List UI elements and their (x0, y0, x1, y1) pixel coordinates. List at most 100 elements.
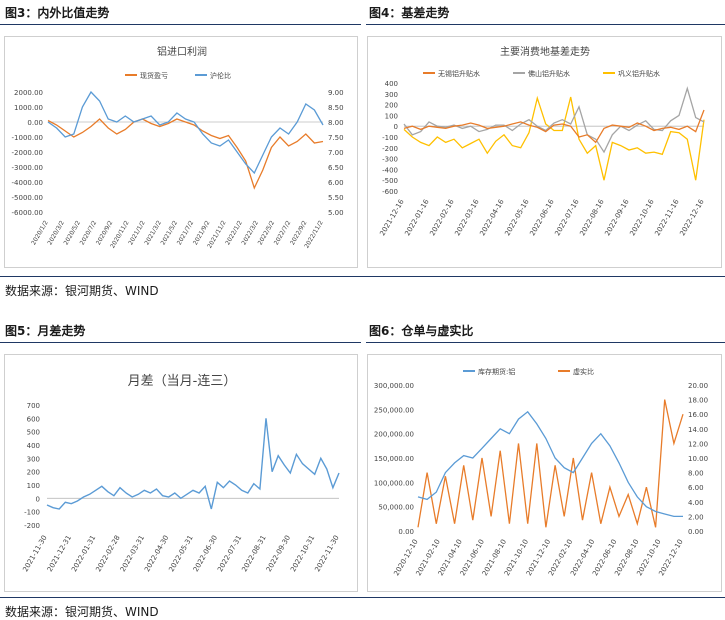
y-tick-label: 400 (27, 442, 40, 450)
y-tick-label-right: 2.00 (688, 513, 704, 521)
chart-fig5: 月差（当月-连三） 700 600 500 400 300 200 100 0 -100 -200 2… (4, 354, 358, 592)
x-tick-label: 2022-10-31 (289, 534, 316, 573)
legend-label: 无锡铝升贴水 (438, 69, 480, 78)
x-tick-label: 2022-12-16 (678, 198, 706, 238)
data-source-note: 数据来源：银河期货、WIND (5, 284, 159, 298)
legend-label: 现货盈亏 (140, 71, 168, 80)
series-line-virtual-real-ratio (417, 399, 684, 528)
y-tick-label-left: 200,000.00 (374, 431, 414, 439)
y-tick-label: 100 (27, 482, 40, 490)
y-tick-label: 300 (385, 91, 398, 99)
y-tick-label-right: 0.00 (688, 528, 704, 536)
chart-fig3: 铝进口利润 现货盈亏 沪伦比 2000.00 1000.00 0.00 -1000.00 -2… (4, 36, 358, 268)
x-tick-label: 2022-07-31 (216, 534, 243, 573)
chart-fig6: 库存期货:铝 虚实比 300,000.00 250,000.00 200,000.00 1… (367, 354, 722, 592)
x-tick-label: 2022-08-16 (578, 198, 606, 238)
series-line-gongyi-basis (403, 95, 705, 181)
y-tick-label: -600 (382, 188, 398, 196)
source-rule (0, 597, 725, 598)
y-tick-label-right: 7.00 (328, 149, 344, 157)
x-tick-label: 2022-08-31 (240, 534, 267, 573)
chart-title: 铝进口利润 (157, 45, 207, 58)
y-tick-label: 200 (385, 102, 398, 110)
y-tick-label-right: 8.00 (688, 470, 704, 478)
data-source-note: 数据来源：银河期货、WIND (5, 605, 159, 619)
section-title-fig4: 图4：基差走势 (369, 6, 450, 20)
legend-label: 沪伦比 (210, 71, 231, 80)
y-tick-label: 0 (36, 495, 40, 503)
y-tick-label-right: 6.00 (328, 179, 344, 187)
y-tick-label-left: 50,000.00 (378, 504, 414, 512)
y-tick-label-right: 6.50 (328, 164, 344, 172)
y-tick-label-right: 16.00 (688, 411, 708, 419)
y-tick-label-left: 1000.00 (14, 104, 43, 112)
x-tick-label: 2022-10-16 (628, 198, 656, 238)
y-tick-label: -400 (382, 166, 398, 174)
series-line-month-spread (46, 418, 340, 510)
title-rule (366, 24, 725, 25)
y-tick-label-right: 5.50 (328, 194, 344, 202)
x-tick-label: 2022-05-16 (503, 198, 531, 238)
y-tick-label-left: -4000.00 (12, 179, 43, 187)
x-tick-label: 2022-01-31 (70, 534, 97, 573)
y-tick-label: -300 (382, 156, 398, 164)
series-line-warrant-stock (417, 410, 683, 518)
y-tick-label: -200 (382, 145, 398, 153)
y-tick-label: 100 (385, 112, 398, 120)
legend-label: 巩义铝升贴水 (618, 69, 660, 78)
y-tick-label-right: 4.00 (688, 499, 704, 507)
y-tick-label-right: 8.50 (328, 104, 344, 112)
y-tick-label: 300 (27, 455, 40, 463)
legend-label: 库存期货:铝 (478, 367, 515, 376)
y-tick-label-left: 2000.00 (14, 89, 43, 97)
y-tick-label-right: 14.00 (688, 426, 708, 434)
legend-label: 佛山铝升贴水 (528, 69, 570, 78)
section-title-fig3: 图3：内外比值走势 (5, 6, 110, 20)
x-tick-label: 2022-11-30 (313, 534, 340, 573)
chart-fig4: 主要消费地基差走势无锡铝升贴水 佛山铝升贴水 巩义铝升贴水 400 300 200 100 0… (367, 36, 722, 268)
y-tick-label-left: 0.00 (398, 528, 414, 536)
legend-label: 虚实比 (573, 367, 594, 376)
y-tick-label-right: 18.00 (688, 397, 708, 405)
y-tick-label: 0 (394, 123, 398, 131)
y-tick-label: -100 (24, 509, 40, 517)
x-tick-label: 2021-12-31 (46, 534, 73, 573)
y-tick-label-right: 6.00 (688, 484, 704, 492)
y-tick-label: -200 (24, 522, 40, 530)
x-tick-label: 2022-02-16 (428, 198, 456, 238)
source-rule (0, 276, 725, 277)
chart-title: 主要消费地基差走势 (500, 45, 590, 58)
series-line-foshan-basis (403, 86, 705, 154)
title-rule (0, 342, 361, 343)
x-tick-label: 2021-12-16 (378, 198, 406, 238)
y-tick-label-left: 150,000.00 (374, 455, 414, 463)
series-line-wuxi-basis (403, 109, 705, 144)
y-tick-label: 600 (27, 415, 40, 423)
y-tick-label-right: 7.50 (328, 134, 344, 142)
series-line-shfe-lme-ratio (47, 90, 324, 175)
x-tick-label: 2022-05-31 (167, 534, 194, 573)
y-tick-label-left: 100,000.00 (374, 479, 414, 487)
y-tick-label-right: 9.00 (328, 89, 344, 97)
y-tick-label-left: -1000.00 (12, 134, 43, 142)
title-rule (0, 24, 361, 25)
y-tick-label-right: 5.00 (328, 209, 344, 217)
y-tick-label-left: 250,000.00 (374, 406, 414, 414)
series-line-spot-pnl (47, 118, 324, 190)
y-tick-label: -500 (382, 177, 398, 185)
chart-title: 月差（当月-连三） (128, 373, 237, 389)
x-tick-label: 2021-11-30 (21, 534, 48, 573)
x-tick-label: 2022-09-30 (265, 534, 292, 573)
x-tick-label: 2022-06-16 (528, 198, 556, 238)
x-tick-label: 2022-11-16 (653, 198, 681, 238)
y-tick-label-left: -2000.00 (12, 149, 43, 157)
y-tick-label-left: -5000.00 (12, 194, 43, 202)
section-title-fig6: 图6：仓单与虚实比 (369, 324, 474, 338)
title-rule (366, 342, 725, 343)
x-tick-label: 2022-06-30 (192, 534, 219, 573)
x-tick-label: 2022-01-16 (403, 198, 431, 238)
x-tick-label: 2022-07-16 (553, 198, 581, 238)
y-tick-label-right: 12.00 (688, 440, 708, 448)
y-tick-label: 400 (385, 80, 398, 88)
